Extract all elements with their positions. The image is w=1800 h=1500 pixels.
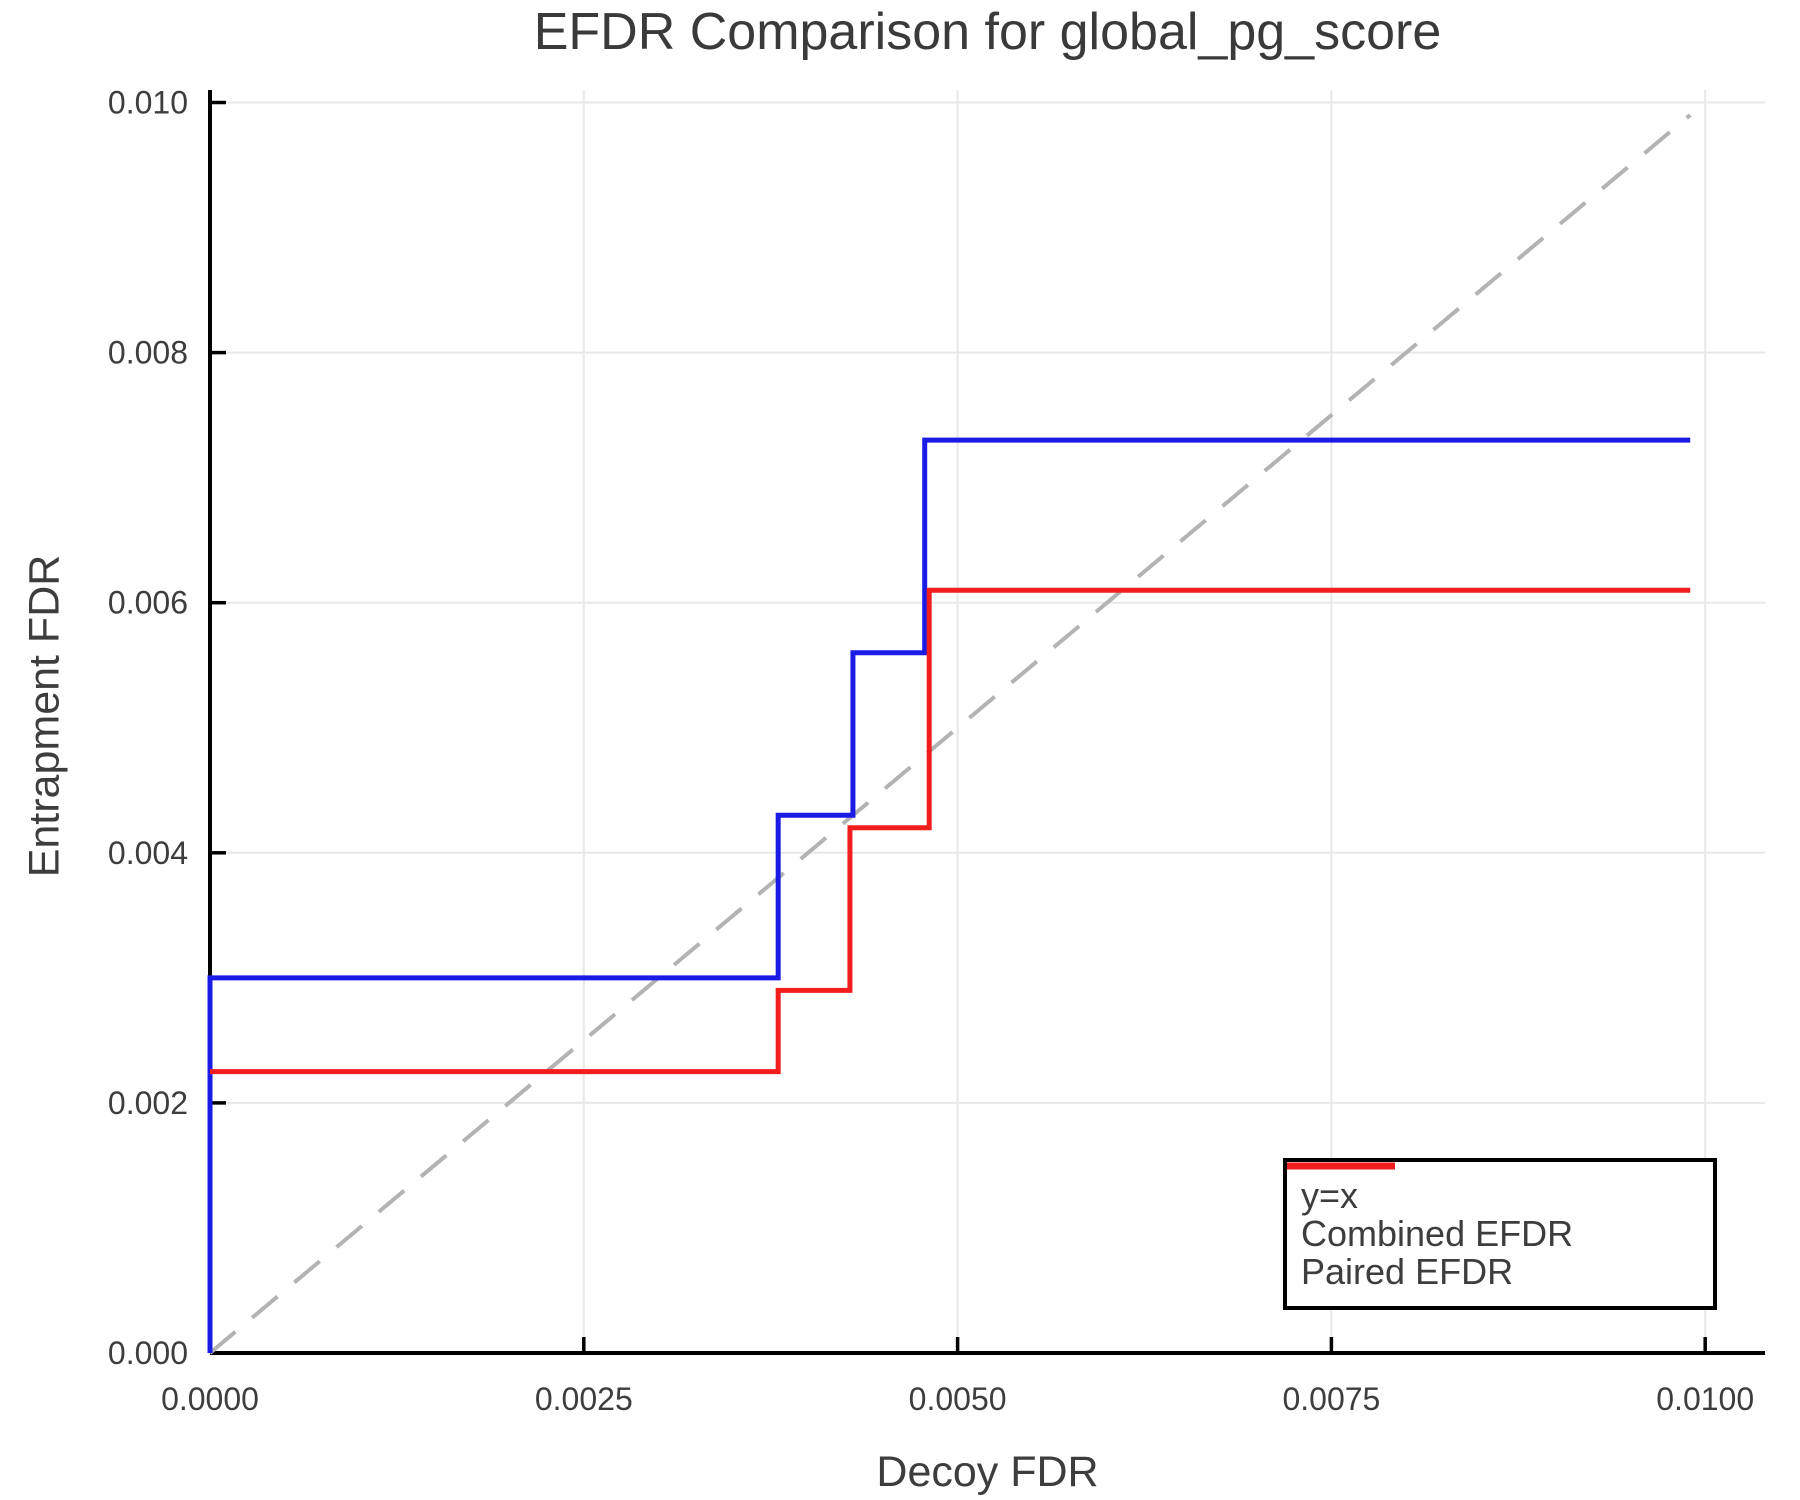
y-tick-label: 0.010 — [108, 85, 188, 121]
legend-label-paired: Paired EFDR — [1301, 1251, 1514, 1292]
y-axis-label: Entrapment FDR — [20, 554, 69, 878]
legend-item-paired: Paired EFDR — [1287, 1162, 1713, 1292]
x-tick-label: 0.0050 — [909, 1381, 1007, 1417]
x-tick-label: 0.0025 — [535, 1381, 633, 1417]
legend-label-combined: Combined EFDR — [1301, 1213, 1574, 1254]
legend-label-identity: y=x — [1301, 1175, 1359, 1216]
legend-item-combined: Combined EFDR — [1287, 1162, 1713, 1254]
x-tick-label: 0.0075 — [1282, 1381, 1380, 1417]
y-tick-label: 0.008 — [108, 335, 188, 371]
y-tick-label: 0.000 — [108, 1335, 188, 1371]
x-tick-label: 0.0100 — [1656, 1381, 1754, 1417]
x-tick-label: 0.0000 — [161, 1381, 259, 1417]
series-line-combined-efdr — [207, 437, 1691, 1353]
chart-title: EFDR Comparison for global_pg_score — [533, 3, 1442, 61]
paired-line-sample — [1287, 1162, 1395, 1170]
y-tick-label: 0.006 — [108, 585, 188, 621]
series-line-paired-efdr — [210, 587, 1691, 1075]
legend: y=x Combined EFDR Paired EFDR — [1283, 1158, 1717, 1310]
x-axis-label: Decoy FDR — [876, 1448, 1099, 1496]
y-tick-label: 0.004 — [108, 835, 188, 871]
y-tick-label: 0.002 — [108, 1085, 188, 1121]
legend-item-identity: y=x — [1287, 1163, 1713, 1216]
series-line-y-x — [208, 113, 1692, 1355]
